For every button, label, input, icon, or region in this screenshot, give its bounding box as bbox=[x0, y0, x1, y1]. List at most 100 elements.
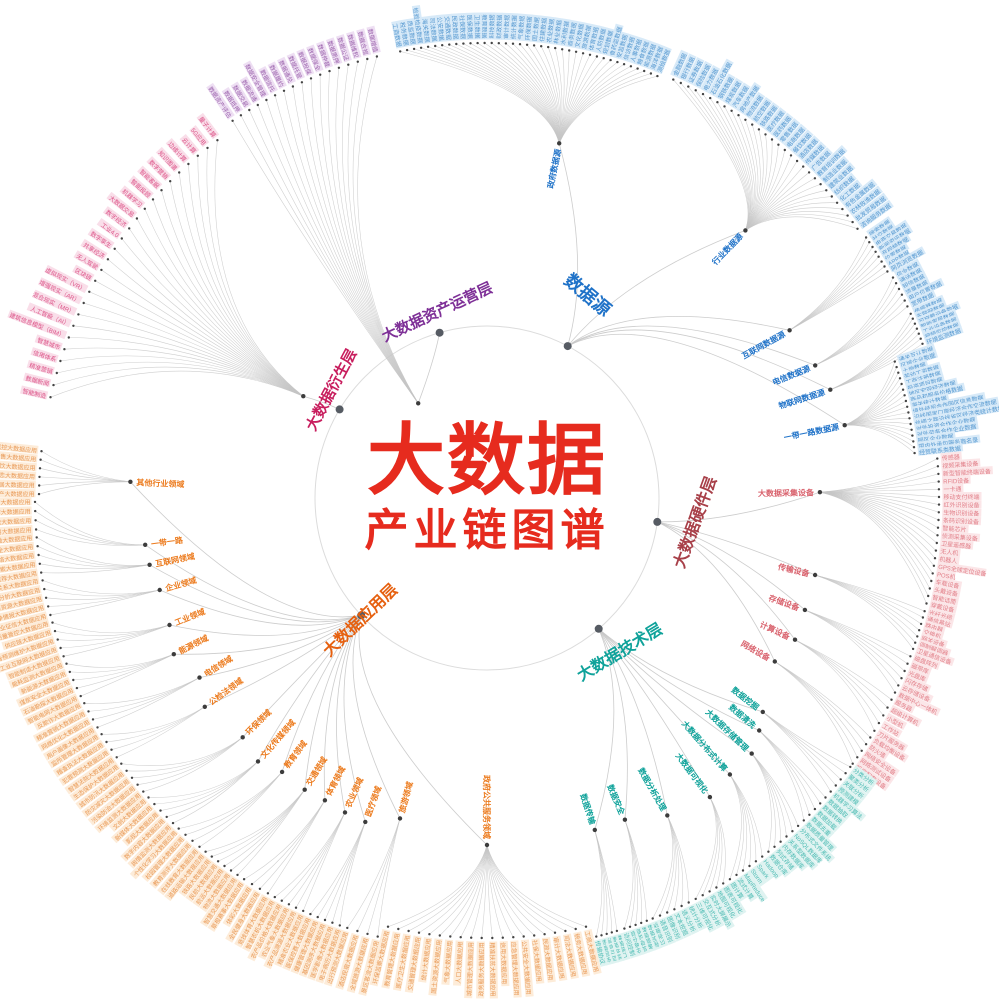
leaf-dot bbox=[100, 733, 103, 736]
leaf-dot bbox=[34, 519, 37, 522]
leaf-link bbox=[558, 59, 611, 144]
leaf-label-bg bbox=[476, 941, 485, 999]
sub-branch-link bbox=[204, 614, 362, 708]
leaf-label-bg bbox=[47, 731, 101, 769]
leaf-dot bbox=[906, 662, 909, 665]
leaf-dot bbox=[125, 769, 128, 772]
leaf-dot bbox=[737, 114, 740, 117]
leaf-dot bbox=[265, 98, 268, 102]
leaf-label-bg bbox=[179, 133, 200, 156]
leaf-dot bbox=[588, 53, 592, 56]
leaf-label-bg bbox=[633, 926, 651, 955]
sub-branch-label: 政府数据源 bbox=[545, 148, 563, 189]
leaf-link bbox=[206, 147, 304, 397]
leaf: 政务服务大数据应用 bbox=[476, 941, 486, 999]
leaf-label-bg bbox=[900, 682, 934, 704]
leaf-dot bbox=[280, 899, 283, 902]
leaf-label-bg bbox=[872, 219, 910, 248]
leaf-dot bbox=[906, 305, 909, 308]
leaf-dot bbox=[919, 337, 922, 340]
leaf-label-bg bbox=[913, 402, 999, 427]
leaf-label-bg bbox=[52, 739, 106, 778]
leaf-link bbox=[302, 812, 346, 912]
leaf-link bbox=[624, 819, 648, 921]
leaf-label: 水利数据 bbox=[559, 20, 571, 45]
leaf-label-bg bbox=[489, 941, 498, 999]
leaf-label: 跨境电商大数据应用 bbox=[0, 498, 31, 506]
leaf-link bbox=[498, 42, 560, 144]
leaf-link bbox=[42, 580, 160, 595]
leaf: 家居大数据应用 bbox=[0, 479, 36, 490]
leaf-link bbox=[301, 82, 419, 404]
leaf-dot bbox=[386, 925, 390, 928]
leaf-label-bg bbox=[94, 790, 143, 834]
branch-links bbox=[50, 140, 340, 410]
leaf-dot bbox=[628, 925, 632, 928]
sub-branch-label-text: 网络设备 bbox=[739, 638, 773, 663]
leaf-label-bg bbox=[58, 747, 111, 786]
leaf-link bbox=[211, 789, 305, 857]
leaf-label-bg bbox=[573, 931, 591, 978]
sub-branch-link bbox=[657, 521, 796, 640]
leaf-label-bg bbox=[466, 12, 476, 40]
leaf: 生物识别设备 bbox=[942, 507, 982, 518]
leaf-link bbox=[729, 774, 763, 857]
sub-branch-link bbox=[352, 615, 401, 819]
leaf: 信用大数据应用 bbox=[499, 941, 510, 987]
leaf: 无人机 bbox=[939, 546, 961, 557]
leaf-dot bbox=[802, 165, 805, 168]
leaf-label-bg bbox=[798, 824, 836, 864]
leaf-dot bbox=[909, 655, 912, 658]
leaf-label-bg bbox=[225, 889, 261, 943]
sub-branch-label: 公检法领域 bbox=[207, 675, 245, 707]
leaf-label-bg bbox=[942, 499, 982, 509]
leaf-link bbox=[80, 653, 174, 697]
leaf-dot bbox=[796, 824, 800, 828]
sub-branch-label-text: 能源领域 bbox=[177, 633, 210, 656]
leaf-link bbox=[377, 818, 401, 937]
leaf-dot bbox=[903, 299, 906, 302]
leaf-label-bg bbox=[578, 22, 593, 51]
leaf-dot bbox=[319, 73, 322, 76]
leaf-link bbox=[759, 730, 821, 804]
leaf-label-bg bbox=[867, 741, 890, 761]
leaf-label-bg bbox=[898, 349, 939, 370]
leaf-label-bg bbox=[916, 430, 956, 445]
leaf-label-bg bbox=[15, 676, 72, 708]
branch-5: 数据资产评估数据抵押数据交易数据流通数据安全管理数据信托数据履约数据通兑数据托管… bbox=[206, 25, 495, 406]
leaf-label-bg bbox=[786, 835, 819, 871]
leaf: 财政数据 bbox=[493, 12, 504, 40]
leaf-dot bbox=[72, 324, 75, 327]
leaf-label-bg bbox=[680, 906, 700, 935]
leaf-label-bg bbox=[915, 645, 955, 667]
leaf-dot bbox=[937, 488, 941, 491]
leaf-link bbox=[533, 45, 560, 144]
leaf-dot bbox=[897, 684, 900, 687]
leaf-dot bbox=[82, 301, 85, 305]
branch-2: 数据挖掘分类分析聚类分析关联分析预测建模机器学习算法数据清洗数据抽取数据转换数据… bbox=[574, 619, 878, 967]
leaf-dot bbox=[634, 923, 637, 927]
leaf-label-bg bbox=[940, 451, 963, 462]
leaf-link bbox=[83, 302, 304, 397]
leaf-link bbox=[815, 574, 914, 650]
leaf-label-bg bbox=[571, 20, 586, 50]
leaf-link bbox=[347, 61, 419, 404]
sub-branch-link bbox=[598, 628, 752, 754]
leaf-dot bbox=[807, 171, 811, 174]
leaf-dot bbox=[849, 765, 852, 769]
leaf-link bbox=[89, 291, 304, 397]
leaf-link bbox=[232, 120, 419, 404]
leaf-label-bg bbox=[809, 813, 835, 839]
sub-branch-label: 交通领域 bbox=[304, 755, 329, 787]
leaf-dot bbox=[783, 148, 786, 152]
leaf-label: 新型智能终端设备 bbox=[943, 467, 991, 478]
sub-branch-label-text: 政府数据源 bbox=[545, 148, 563, 189]
leaf: 智能制造 bbox=[20, 385, 49, 400]
leaf-dot bbox=[75, 686, 79, 690]
sub-branch-link bbox=[567, 333, 845, 426]
leaf-label-bg bbox=[714, 73, 736, 101]
sub-branch-label-text: 数据分析处理 bbox=[636, 766, 668, 813]
leaf-link bbox=[830, 343, 923, 390]
leaf-dot bbox=[911, 317, 914, 320]
leaf-label-bg bbox=[164, 851, 206, 902]
